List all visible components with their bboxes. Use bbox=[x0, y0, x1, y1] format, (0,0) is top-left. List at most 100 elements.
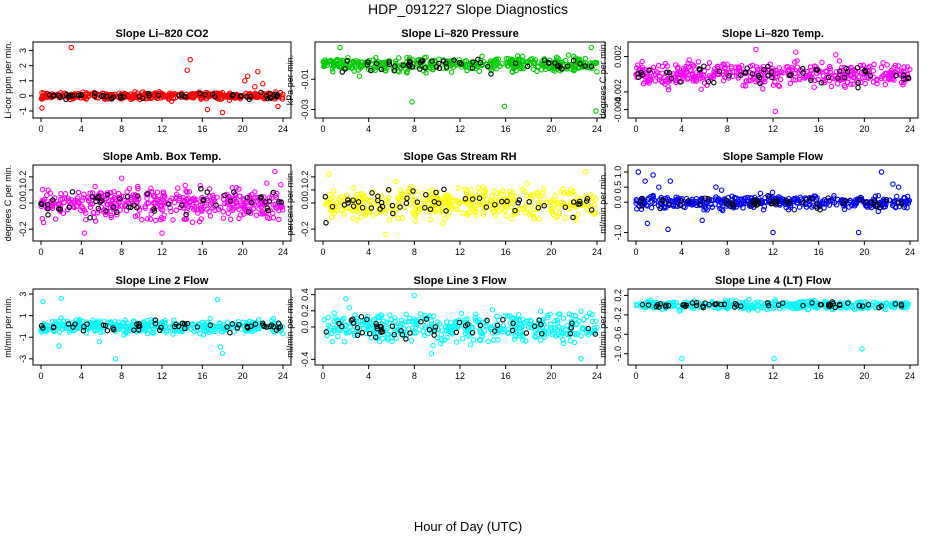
outlier-point bbox=[112, 356, 119, 362]
chart-panel: Slope Line 4 (LT) Flow ml/min per min. 0 4 8… bbox=[598, 275, 919, 381]
data-point-secondary bbox=[342, 66, 348, 72]
data-point bbox=[549, 209, 556, 215]
data-point bbox=[331, 188, 337, 194]
data-point-secondary bbox=[638, 69, 645, 76]
data-point-secondary bbox=[69, 189, 76, 195]
data-point-secondary bbox=[44, 201, 51, 208]
data-point bbox=[519, 53, 526, 60]
data-point-secondary bbox=[419, 57, 426, 64]
data-point-secondary bbox=[761, 66, 767, 73]
data-point bbox=[353, 207, 359, 214]
y-axis-label: percent per min. bbox=[285, 170, 295, 235]
data-point-secondary bbox=[526, 199, 532, 205]
data-point bbox=[881, 76, 888, 82]
data-point bbox=[760, 69, 767, 75]
x-tick-label: 12 bbox=[768, 371, 778, 381]
x-tick-label: 8 bbox=[725, 247, 730, 257]
scatter-points bbox=[633, 296, 911, 362]
data-point-secondary bbox=[458, 61, 464, 67]
data-point bbox=[532, 57, 539, 63]
data-point bbox=[571, 66, 578, 72]
data-point bbox=[458, 310, 465, 317]
data-point bbox=[720, 61, 727, 67]
data-point-secondary bbox=[124, 193, 131, 200]
outlier-point bbox=[252, 84, 258, 90]
data-point-secondary bbox=[91, 93, 98, 99]
data-point bbox=[438, 331, 445, 338]
data-point bbox=[578, 308, 584, 314]
x-tick-label: 16 bbox=[814, 371, 824, 381]
data-point bbox=[770, 82, 777, 88]
data-point bbox=[456, 199, 463, 206]
data-point-secondary bbox=[515, 200, 521, 206]
data-point bbox=[757, 190, 764, 197]
data-point bbox=[89, 190, 96, 196]
data-point bbox=[171, 199, 178, 206]
data-point-secondary bbox=[144, 191, 151, 197]
data-point bbox=[386, 216, 393, 223]
x-tick-label: 20 bbox=[546, 371, 556, 381]
data-point-secondary bbox=[893, 72, 899, 79]
data-point bbox=[785, 66, 792, 73]
data-point-secondary bbox=[855, 84, 861, 91]
outlier-point bbox=[217, 344, 224, 350]
data-point bbox=[361, 194, 368, 200]
data-point bbox=[397, 187, 403, 193]
data-point-secondary bbox=[45, 212, 51, 218]
data-point bbox=[154, 189, 161, 196]
outlier-point bbox=[184, 67, 190, 73]
data-point bbox=[370, 212, 376, 218]
y-tick-label: -0.01 bbox=[300, 69, 310, 90]
data-point bbox=[884, 62, 890, 68]
data-point bbox=[183, 188, 189, 194]
data-point-secondary bbox=[117, 195, 123, 202]
data-point bbox=[646, 80, 652, 86]
data-point-secondary bbox=[75, 92, 82, 99]
x-tick-label: 8 bbox=[119, 247, 124, 257]
data-point-secondary bbox=[726, 73, 732, 79]
panel-title: Slope Line 3 Flow bbox=[414, 275, 507, 287]
data-point bbox=[335, 333, 341, 340]
data-point bbox=[639, 58, 645, 65]
data-point bbox=[475, 184, 482, 191]
data-point bbox=[329, 66, 336, 72]
chart-panel: Slope Amb. Box Temp. degrees C per min. 0 4… bbox=[3, 151, 292, 257]
data-point bbox=[860, 75, 866, 81]
data-point bbox=[341, 338, 348, 345]
data-point bbox=[151, 194, 158, 200]
data-point-secondary bbox=[92, 90, 98, 97]
data-point-secondary bbox=[98, 93, 105, 100]
data-point-secondary bbox=[477, 60, 484, 66]
data-point bbox=[540, 190, 546, 196]
data-point bbox=[541, 196, 547, 202]
outlier-point bbox=[859, 346, 865, 352]
data-point-secondary bbox=[835, 75, 841, 81]
data-point-secondary bbox=[104, 327, 111, 334]
data-point bbox=[874, 76, 880, 82]
x-tick-label: 12 bbox=[768, 247, 778, 257]
data-point bbox=[181, 198, 188, 204]
data-point bbox=[236, 186, 242, 192]
y-tick-label: -1 bbox=[18, 107, 28, 115]
data-point bbox=[582, 55, 589, 62]
data-point bbox=[270, 215, 277, 221]
data-point-secondary bbox=[323, 220, 329, 226]
data-point-secondary bbox=[364, 61, 371, 68]
data-point-secondary bbox=[67, 92, 74, 99]
data-point bbox=[148, 211, 154, 217]
data-point bbox=[524, 59, 531, 66]
data-point bbox=[562, 215, 568, 221]
data-point bbox=[366, 209, 372, 215]
y-tick-label: -0.03 bbox=[300, 99, 310, 120]
data-point-secondary bbox=[139, 95, 146, 102]
data-point bbox=[197, 182, 204, 189]
data-point bbox=[686, 57, 692, 63]
data-point-secondary bbox=[582, 63, 588, 69]
x-tick-label: 20 bbox=[238, 124, 248, 134]
data-point bbox=[109, 198, 115, 205]
data-point bbox=[328, 206, 335, 213]
data-point bbox=[725, 75, 732, 81]
data-point bbox=[477, 201, 483, 208]
data-point bbox=[707, 74, 714, 81]
data-point-secondary bbox=[541, 203, 547, 209]
